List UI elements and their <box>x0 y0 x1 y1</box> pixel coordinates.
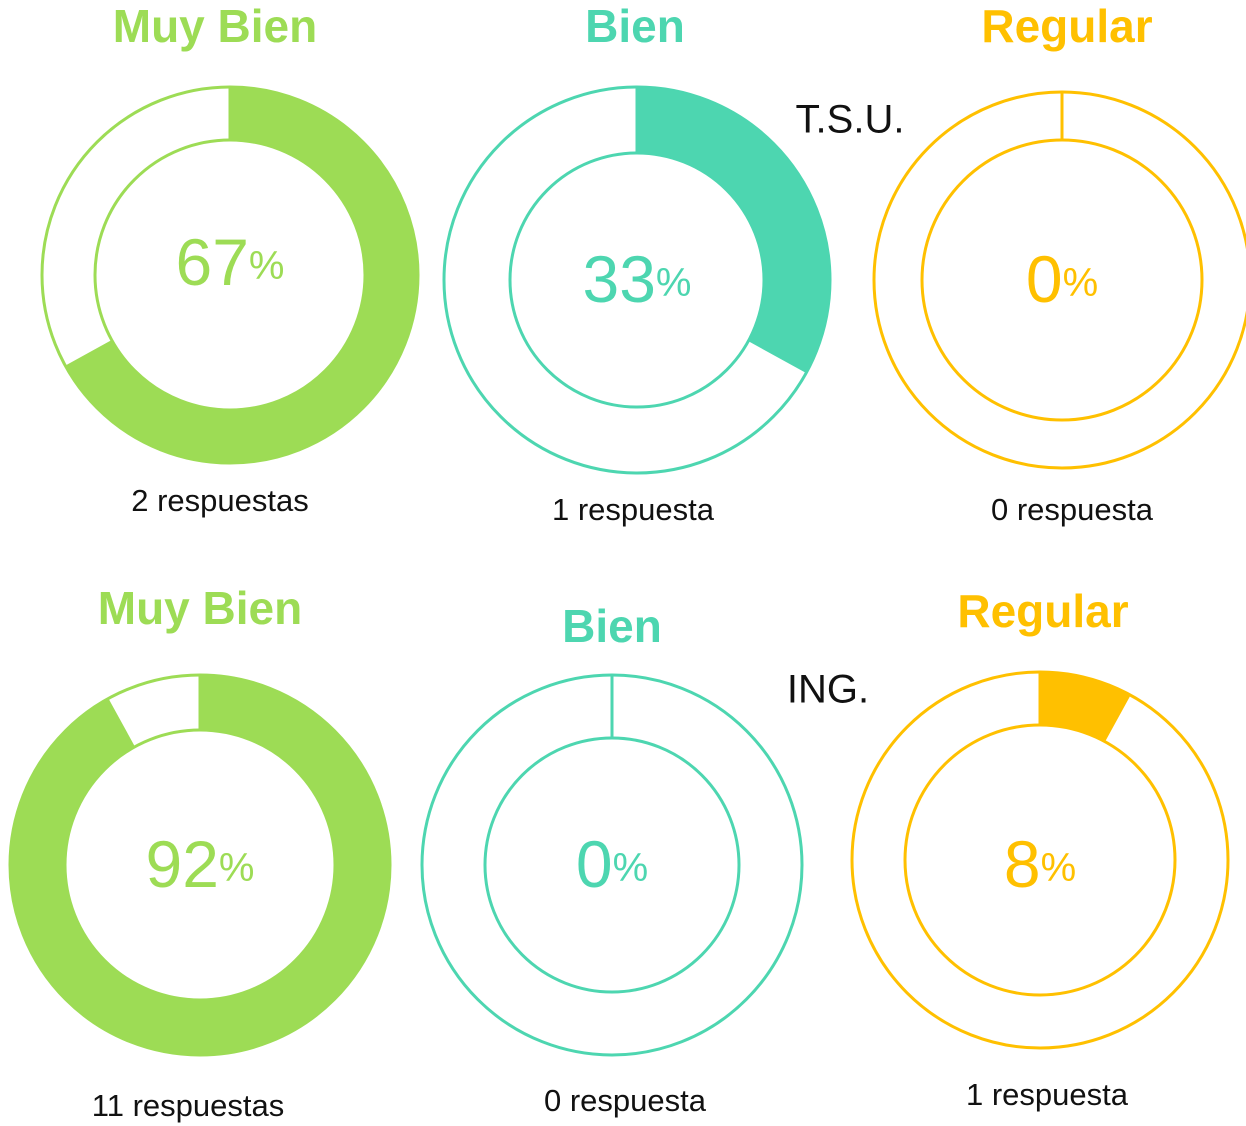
chart-title: Bien <box>562 600 662 652</box>
percent-value: 92 <box>146 827 219 901</box>
percent-unit: % <box>219 846 255 890</box>
caption: 2 respuestas <box>131 483 309 518</box>
row-label: T.S.U. <box>796 98 905 142</box>
row-label: ING. <box>787 668 869 712</box>
percent-label: 0% <box>576 827 648 901</box>
percent-value: 8 <box>1004 827 1041 901</box>
chart-title: Bien <box>585 0 685 52</box>
donut-segment <box>637 87 830 373</box>
percent-label: 0% <box>1026 242 1098 316</box>
donut-segment <box>1040 672 1131 742</box>
caption: 1 respuesta <box>966 1077 1129 1112</box>
chart-title: Muy Bien <box>113 0 317 52</box>
percent-value: 33 <box>583 242 656 316</box>
caption: 11 respuestas <box>92 1088 284 1123</box>
percent-label: 92% <box>146 827 255 901</box>
percent-unit: % <box>656 261 692 305</box>
percent-unit: % <box>613 846 649 890</box>
percent-label: 33% <box>583 242 692 316</box>
percent-value: 0 <box>1026 242 1063 316</box>
percent-unit: % <box>1041 846 1077 890</box>
percent-label: 67% <box>176 225 285 299</box>
caption: 0 respuesta <box>544 1083 707 1118</box>
caption: 1 respuesta <box>552 492 715 527</box>
chart-title: Regular <box>981 0 1152 52</box>
percent-value: 67 <box>176 225 249 299</box>
percent-unit: % <box>249 244 285 288</box>
caption: 0 respuesta <box>991 492 1154 527</box>
chart-title: Regular <box>957 585 1128 637</box>
percent-value: 0 <box>576 827 613 901</box>
percent-label: 8% <box>1004 827 1076 901</box>
percent-unit: % <box>1063 261 1099 305</box>
chart-title: Muy Bien <box>98 582 302 634</box>
donut-segment <box>65 87 419 463</box>
